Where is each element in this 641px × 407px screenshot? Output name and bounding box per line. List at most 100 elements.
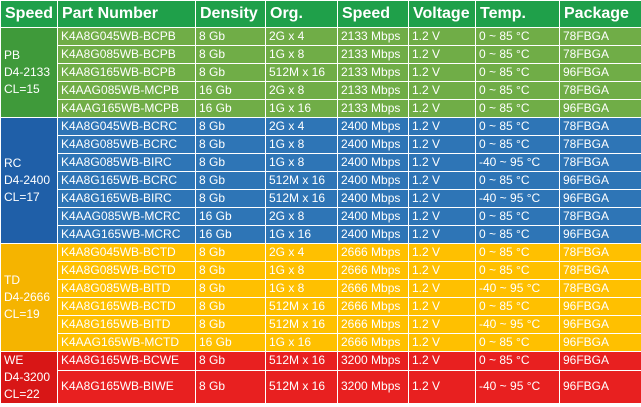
part-number-cell: K4A8G045WB-BCPB (57, 27, 196, 46)
speed-grade-grade: D4-2666 (4, 290, 51, 304)
speed-cell: 2666 Mbps (337, 333, 409, 352)
voltage-cell: 1.2 V (408, 333, 476, 352)
voltage-cell: 1.2 V (408, 189, 476, 208)
temp-cell: 0 ~ 85 °C (475, 63, 560, 82)
temp-cell: 0 ~ 85 °C (475, 27, 560, 46)
speed-grade-cl: CL=15 (4, 82, 40, 96)
temp-cell: 0 ~ 85 °C (475, 207, 560, 226)
package-cell: 96FBGA (559, 369, 641, 405)
package-cell: 78FBGA (559, 153, 641, 172)
temp-cell: -40 ~ 95 °C (475, 153, 560, 172)
voltage-cell: 1.2 V (408, 171, 476, 190)
table-row: K4A8G165WB-BCTD 8 Gb 512M x 16 2666 Mbps 1.2… (1, 297, 641, 316)
package-cell: 96FBGA (559, 189, 641, 208)
org-cell: 512M x 16 (265, 351, 338, 371)
part-number-cell: K4A8G165WB-BCRC (57, 171, 196, 190)
org-cell: 512M x 16 (265, 369, 338, 405)
table-row: K4A8G085WB-BITD 8 Gb 1G x 8 2666 Mbps 1.2 V-… (1, 279, 641, 298)
org-cell: 1G x 8 (265, 261, 338, 280)
org-cell: 1G x 8 (265, 279, 338, 298)
speed-cell: 2400 Mbps (337, 207, 409, 226)
voltage-cell: 1.2 V (408, 243, 476, 262)
voltage-cell: 1.2 V (408, 297, 476, 316)
density-cell: 8 Gb (195, 261, 266, 280)
part-number-cell: K4AAG085WB-MCPB (57, 81, 196, 100)
table-row: K4AAG085WB-MCRC 16 Gb 2G x 8 2400 Mbps 1.2 V… (1, 207, 641, 226)
header-row: Speed Part Number Density Org. Speed Vol… (0, 0, 641, 28)
speed-cell: 2666 Mbps (337, 297, 409, 316)
part-number-cell: K4A8G085WB-BITD (57, 279, 196, 298)
table-row: K4A8G085WB-BIRC 8 Gb 1G x 8 2400 Mbps 1.2 V-… (1, 153, 641, 172)
speed-cell: 2133 Mbps (337, 45, 409, 64)
package-cell: 96FBGA (559, 315, 641, 334)
part-number-cell: K4AAG085WB-MCRC (57, 207, 196, 226)
temp-cell: 0 ~ 85 °C (475, 99, 560, 118)
part-number-cell: K4A8G165WB-BIWE (57, 369, 196, 405)
speed-cell: 2133 Mbps (337, 63, 409, 82)
density-cell: 8 Gb (195, 297, 266, 316)
speed-cell: 2666 Mbps (337, 279, 409, 298)
density-cell: 8 Gb (195, 45, 266, 64)
table-row: K4A8G165WB-BITD 8 Gb 512M x 16 2666 Mbps 1.2… (1, 315, 641, 334)
voltage-cell: 1.2 V (408, 225, 476, 244)
density-cell: 8 Gb (195, 315, 266, 334)
part-number-cell: K4A8G085WB-BCPB (57, 45, 196, 64)
speed-grade-code: TD (4, 273, 20, 287)
package-cell: 78FBGA (559, 243, 641, 262)
density-cell: 16 Gb (195, 99, 266, 118)
org-cell: 1G x 8 (265, 45, 338, 64)
package-cell: 78FBGA (559, 81, 641, 100)
temp-cell: 0 ~ 85 °C (475, 117, 560, 136)
table-row: K4A8G165WB-BIWE 8 Gb 512M x 16 3200 Mbps 1.2… (1, 369, 641, 405)
temp-cell: 0 ~ 85 °C (475, 225, 560, 244)
part-number-cell: K4A8G085WB-BIRC (57, 153, 196, 172)
speed-cell: 2133 Mbps (337, 99, 409, 118)
org-cell: 2G x 4 (265, 27, 338, 46)
org-cell: 1G x 16 (265, 99, 338, 118)
speed-cell: 2400 Mbps (337, 171, 409, 190)
density-cell: 16 Gb (195, 225, 266, 244)
table-row: K4A8G165WB-BCRC 8 Gb 512M x 16 2400 Mbps 1.2… (1, 171, 641, 190)
org-cell: 1G x 16 (265, 225, 338, 244)
speed-grade-grade: D4-3200 (4, 370, 51, 384)
package-cell: 96FBGA (559, 171, 641, 190)
part-number-cell: K4A8G165WB-BCWE (57, 351, 196, 371)
voltage-cell: 1.2 V (408, 99, 476, 118)
voltage-cell: 1.2 V (408, 153, 476, 172)
density-cell: 8 Gb (195, 369, 266, 405)
org-cell: 512M x 16 (265, 315, 338, 334)
temp-cell: 0 ~ 85 °C (475, 261, 560, 280)
density-cell: 16 Gb (195, 333, 266, 352)
speed-grade-cell: TD D4-2666 CL=19 (0, 243, 58, 352)
header-voltage: Voltage (408, 0, 476, 28)
density-cell: 8 Gb (195, 243, 266, 262)
density-cell: 8 Gb (195, 189, 266, 208)
header-speed-grade: Speed (0, 0, 58, 28)
temp-cell: -40 ~ 95 °C (475, 315, 560, 334)
speed-cell: 3200 Mbps (337, 369, 409, 405)
speed-cell: 3200 Mbps (337, 351, 409, 371)
package-cell: 96FBGA (559, 351, 641, 371)
temp-cell: -40 ~ 95 °C (475, 189, 560, 208)
voltage-cell: 1.2 V (408, 279, 476, 298)
package-cell: 78FBGA (559, 135, 641, 154)
density-cell: 8 Gb (195, 135, 266, 154)
part-number-cell: K4A8G085WB-BCTD (57, 261, 196, 280)
speed-cell: 2666 Mbps (337, 261, 409, 280)
temp-cell: 0 ~ 85 °C (475, 351, 560, 371)
part-number-cell: K4A8G045WB-BCTD (57, 243, 196, 262)
temp-cell: 0 ~ 85 °C (475, 297, 560, 316)
package-cell: 96FBGA (559, 297, 641, 316)
header-density: Density (195, 0, 266, 28)
voltage-cell: 1.2 V (408, 261, 476, 280)
org-cell: 512M x 16 (265, 297, 338, 316)
speed-grade-cl: CL=17 (4, 190, 40, 204)
org-cell: 512M x 16 (265, 189, 338, 208)
speed-grade-code: RC (4, 156, 22, 170)
speed-cell: 2400 Mbps (337, 153, 409, 172)
temp-cell: -40 ~ 95 °C (475, 369, 560, 405)
